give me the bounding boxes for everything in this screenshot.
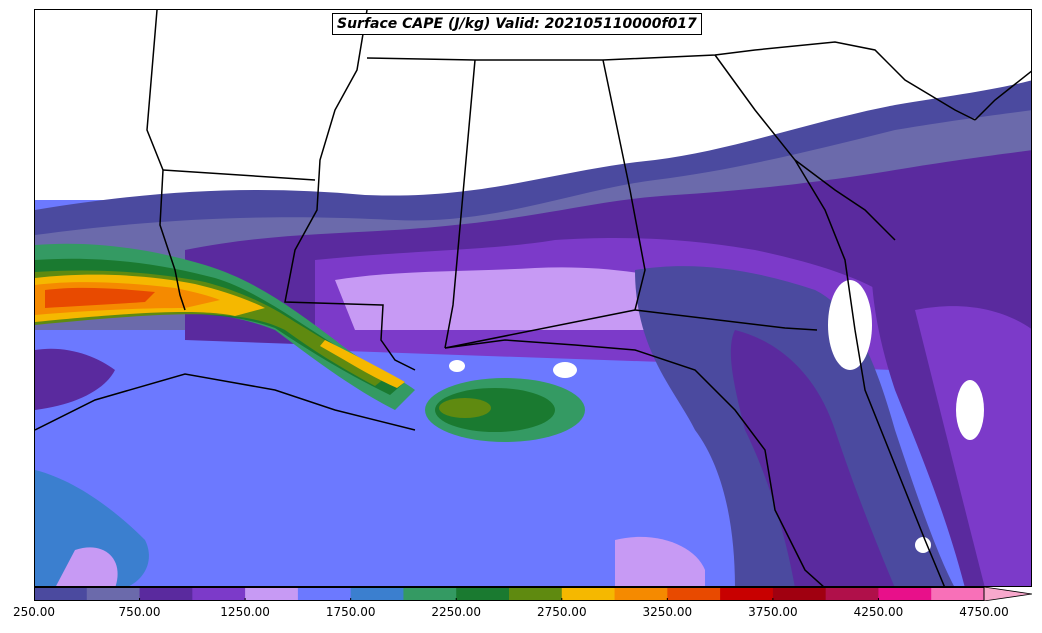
colorbar-tick-label: 4750.00 — [959, 605, 1009, 619]
colorbar-tick-label: 4250.00 — [853, 605, 904, 619]
colorbar-tick-label: 2750.00 — [536, 605, 587, 619]
colorbar-outline — [34, 587, 985, 601]
colorbar-segment — [878, 587, 932, 601]
georgia-blank — [828, 280, 872, 370]
southwest-blue — [35, 470, 149, 586]
carolina-coast — [794, 159, 896, 241]
south-lilac — [615, 536, 705, 586]
colorbar-tick-label: 250.00 — [13, 605, 55, 619]
oklahoma-arkansas-border — [162, 169, 316, 181]
chart-title: Surface CAPE (J/kg) Valid: 202105110000f… — [332, 13, 702, 35]
mississippi-river-border — [284, 10, 416, 371]
florida-panhandle-coast — [444, 339, 824, 586]
florida-inner — [730, 330, 895, 586]
colorbar-segment — [245, 587, 299, 601]
tennessee-line — [366, 41, 976, 121]
al-ga-border — [602, 59, 818, 331]
texas-louisiana-coast — [35, 373, 416, 431]
band-1250 — [335, 267, 715, 330]
colorbar-segment — [34, 587, 88, 601]
florida-east-coast — [854, 329, 945, 586]
colorbar-segment — [561, 587, 616, 601]
nc-coast — [974, 70, 1031, 121]
colorbar-segment — [772, 587, 827, 601]
colorbar-tick-label: 3250.00 — [642, 605, 693, 619]
colorbar-extend-arrow — [983, 587, 1032, 601]
delta-blank — [449, 360, 465, 372]
colorbar-segment — [86, 587, 141, 601]
colorbar-segment — [403, 587, 457, 601]
gulf-blob-core — [439, 398, 491, 418]
florida-blank — [915, 537, 931, 553]
ga-sc-border — [714, 54, 856, 331]
colorbar-segment — [297, 587, 352, 601]
colorbar-segment — [825, 587, 879, 601]
colorbar-tick-label: 750.00 — [118, 605, 161, 619]
colorbar-segment — [931, 587, 985, 601]
colorbar-segment — [350, 587, 404, 601]
mobile-blank — [553, 362, 577, 378]
cape-map — [35, 10, 1031, 586]
colorbar-tick-label: 2250.00 — [431, 605, 482, 619]
colorbar-segment — [139, 587, 193, 601]
band-3250 — [45, 287, 155, 308]
colorbar-segment — [720, 587, 774, 601]
ms-al-border — [444, 59, 476, 349]
colorbar-segment — [456, 587, 510, 601]
state-borders — [35, 10, 1031, 586]
texas-boundary — [146, 10, 186, 311]
colorbar-tick-label: 1250.00 — [220, 605, 270, 619]
colorbar-tick-label: 1750.00 — [325, 605, 376, 619]
band-2750-east — [320, 340, 405, 388]
gulf-coast-ms-al — [444, 309, 636, 349]
colorbar-segment — [192, 587, 246, 601]
colorbar-tick-label: 3750.00 — [748, 605, 798, 619]
colorbar-segment — [667, 587, 721, 601]
atlantic-blank — [956, 380, 984, 440]
map-panel — [34, 9, 1032, 587]
atlantic-inner — [915, 306, 1031, 586]
colorbar-segment — [614, 587, 668, 601]
west-gulf-purple — [35, 348, 115, 410]
colorbar-segment — [509, 587, 563, 601]
colorbar — [34, 587, 1032, 601]
southwest-lilac — [56, 547, 118, 586]
